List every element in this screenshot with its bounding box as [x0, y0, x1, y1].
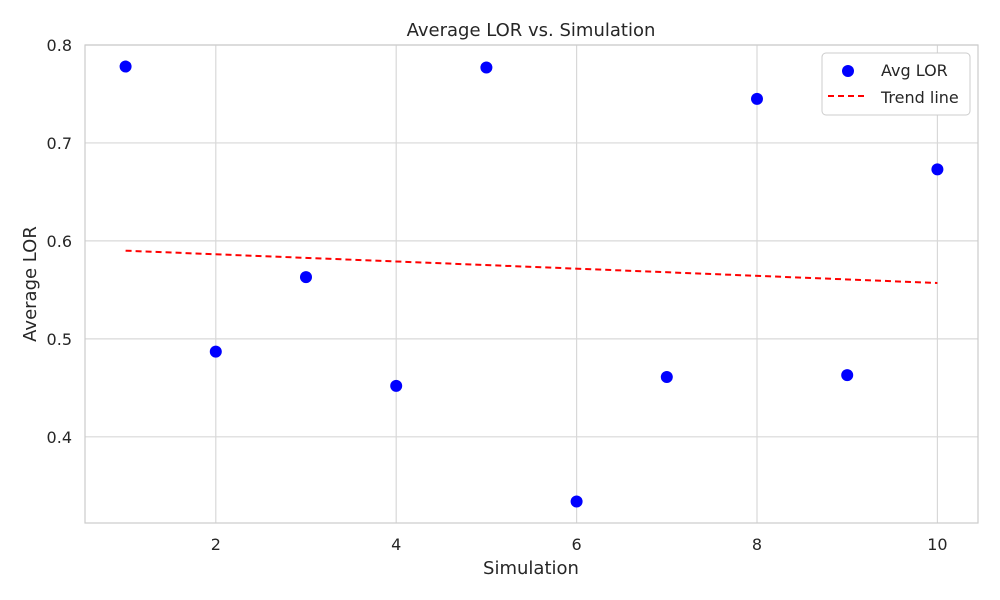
scatter-point [751, 92, 764, 105]
legend-marker-avg-lor [842, 65, 854, 77]
x-tick-label: 8 [752, 535, 762, 554]
x-tick-label: 2 [211, 535, 221, 554]
x-axis-label: Simulation [483, 558, 579, 579]
y-tick-label: 0.4 [47, 428, 72, 447]
x-tick-label: 10 [927, 535, 947, 554]
scatter-point [660, 371, 673, 384]
legend-label-avg-lor: Avg LOR [881, 61, 948, 80]
scatter-point [570, 495, 583, 508]
y-tick-label: 0.6 [47, 232, 72, 251]
trend-line [125, 249, 938, 285]
y-tick-label: 0.5 [47, 330, 72, 349]
chart-title: Average LOR vs. Simulation [407, 20, 656, 41]
plot-area [85, 45, 978, 523]
y-axis-label: Average LOR [20, 226, 41, 342]
scatter-point [841, 369, 854, 382]
y-tick-label: 0.7 [47, 134, 72, 153]
scatter-point [299, 271, 312, 284]
scatter-point [390, 379, 403, 392]
x-tick-label: 4 [391, 535, 401, 554]
series-layer [119, 60, 944, 508]
scatter-point [209, 345, 222, 358]
y-tick-label: 0.8 [47, 36, 72, 55]
scatter-point [119, 60, 132, 73]
plot-border [84, 44, 979, 524]
legend-box [821, 52, 971, 116]
legend: Avg LOR Trend line [821, 52, 971, 116]
scatter-point [931, 163, 944, 176]
x-tick-label: 6 [572, 535, 582, 554]
legend-label-trend-line: Trend line [880, 88, 959, 107]
scatter-point [480, 61, 493, 74]
tick-labels: 2 4 6 8 10 0.4 0.5 0.6 0.7 0.8 [47, 36, 948, 554]
